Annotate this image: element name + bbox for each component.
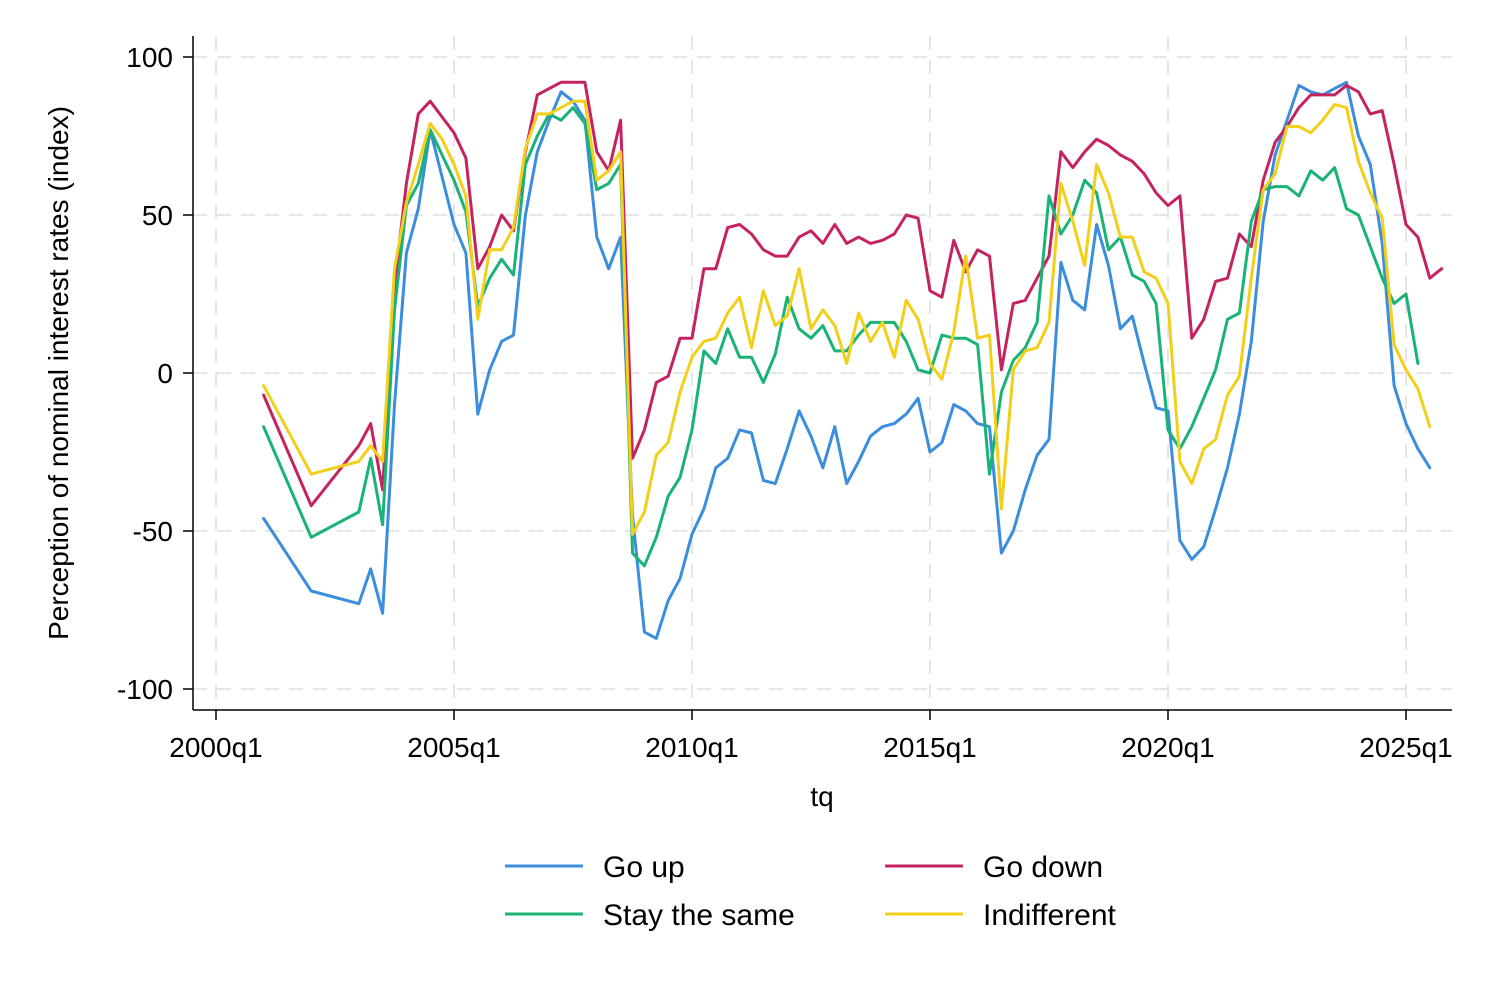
x-tick-label: 2005q1 [407, 732, 500, 763]
y-tick-label: 100 [126, 42, 173, 73]
legend-label: Go down [983, 851, 1103, 884]
y-tick-label: 0 [157, 358, 173, 389]
legend-label: Stay the same [603, 899, 795, 932]
y-ticks: -100 -50 0 50 100 [117, 42, 193, 705]
series-lines [262, 80, 1444, 640]
gridlines [193, 36, 1452, 710]
series-line-stay-the-same [262, 106, 1420, 568]
x-tick-label: 2020q1 [1121, 732, 1214, 763]
legend: Go up Go down Stay the same Indifferent [505, 851, 1117, 932]
y-tick-label: -100 [117, 674, 173, 705]
series-line-go-up [262, 80, 1432, 640]
x-tick-label: 2000q1 [169, 732, 262, 763]
x-tick-label: 2010q1 [645, 732, 738, 763]
x-tick-label: 2015q1 [883, 732, 976, 763]
x-ticks: 2000q1 2005q1 2010q1 2015q1 2020q1 2025q1 [169, 710, 1453, 763]
legend-label: Indifferent [983, 899, 1117, 932]
legend-label: Go up [603, 851, 685, 884]
x-tick-label: 2025q1 [1359, 732, 1452, 763]
y-tick-label: 50 [142, 200, 173, 231]
series-line-indifferent [262, 99, 1432, 536]
y-axis-title: Perception of nominal interest rates (in… [43, 106, 74, 640]
y-tick-label: -50 [133, 516, 173, 547]
x-axis-title: tq [810, 781, 833, 812]
